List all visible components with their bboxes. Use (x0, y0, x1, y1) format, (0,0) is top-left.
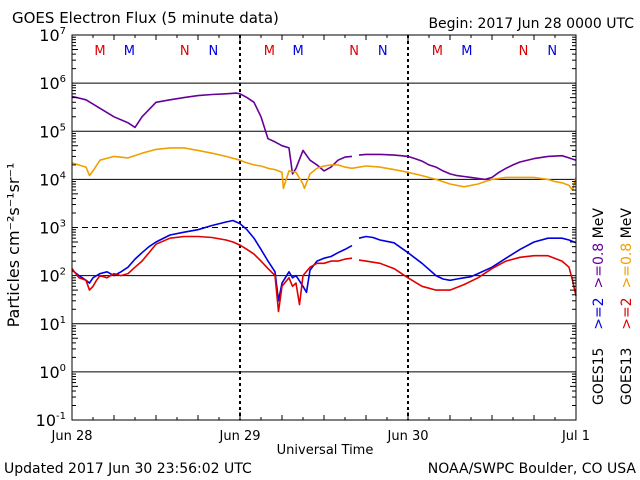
y-tick-label: 102 (39, 267, 66, 286)
series-line-g13_2 (71, 235, 577, 313)
y-axis-label: Particles cm⁻²s⁻¹sr⁻¹ (4, 163, 23, 328)
y-tick-label: 10-1 (36, 411, 66, 430)
credit-label: NOAA/SWPC Boulder, CO USA (428, 461, 637, 477)
marker-m: M (432, 44, 443, 59)
chart-title: GOES Electron Flux (5 minute data) (12, 9, 279, 27)
legend-entry: GOES15 >=2 >=0.8 MeV (591, 208, 607, 405)
marker-m: M (461, 44, 472, 59)
y-tick-label: 101 (39, 315, 66, 334)
marker-n: N (180, 44, 190, 59)
y-tick-label: 107 (39, 26, 66, 45)
marker-n: N (209, 44, 219, 59)
marker-m: M (292, 44, 303, 59)
x-tick-label: Jun 29 (219, 429, 261, 444)
plot-frame (71, 34, 577, 421)
y-tick-label: 100 (39, 363, 66, 382)
x-tick-label: Jul 1 (561, 429, 590, 444)
series-line-g13_08 (71, 147, 577, 191)
marker-m: M (264, 44, 275, 59)
legend-entry: GOES13 >=2 >=0.8 MeV (619, 208, 635, 405)
y-tick-label: 104 (39, 170, 66, 189)
x-axis-label: Universal Time (277, 443, 374, 458)
marker-n: N (519, 44, 529, 59)
begin-time-label: Begin: 2017 Jun 28 0000 UTC (428, 16, 634, 32)
marker-m: M (124, 44, 135, 59)
updated-time-label: Updated 2017 Jun 30 23:56:02 UTC (4, 461, 252, 477)
y-tick-label: 103 (39, 219, 66, 238)
marker-n: N (547, 44, 557, 59)
x-tick-label: Jun 28 (51, 429, 93, 444)
marker-n: N (378, 44, 388, 59)
marker-m: M (94, 44, 105, 59)
marker-n: N (349, 44, 359, 59)
y-tick-label: 106 (39, 74, 66, 93)
x-tick-label: Jun 30 (387, 429, 429, 444)
y-tick-label: 105 (39, 122, 66, 141)
series-line-g15_2 (71, 219, 577, 302)
series-line-g15_08 (71, 92, 577, 181)
